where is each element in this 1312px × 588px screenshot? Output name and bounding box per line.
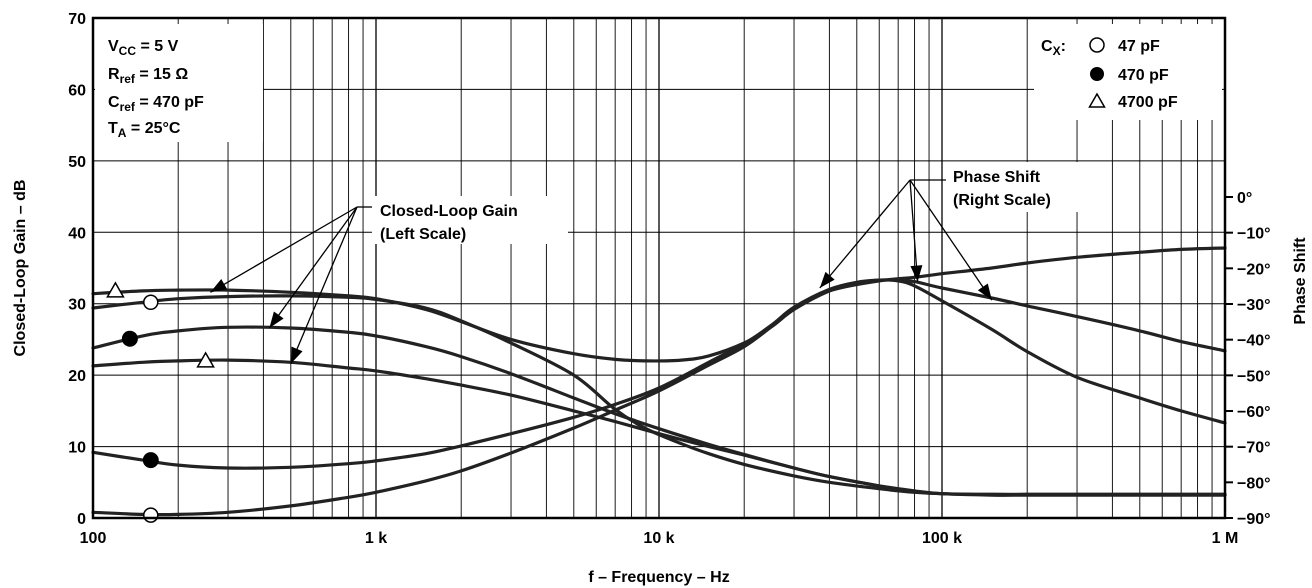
legend-title: CX:: [1041, 38, 1066, 58]
series-markers: [106, 281, 215, 523]
condition-ta: TA = 25°C: [108, 120, 181, 140]
phase-series-line-4700pf: [91, 278, 1227, 425]
legend: CX: 47 pF 470 pF 4700 pF: [1034, 24, 1222, 120]
callout-arrowhead: [910, 265, 923, 282]
open-circle-marker: [143, 507, 159, 523]
callout-arrowhead: [819, 271, 835, 288]
y-left-tick-label: 10: [68, 440, 86, 457]
y-left-tick-label: 20: [68, 368, 86, 385]
gain-annotation-line2: (Left Scale): [380, 226, 466, 243]
y-right-tick-label: −80°: [1237, 475, 1271, 492]
callout-arrowhead: [210, 279, 228, 293]
x-tick-label: 1 k: [365, 530, 387, 547]
open-circle-marker: [143, 294, 159, 311]
condition-vcc: VCC = 5 V: [108, 38, 179, 58]
x-axis-label: f – Frequency – Hz: [588, 569, 729, 586]
y-axis-label-right: Phase Shift: [1292, 237, 1309, 325]
callout-arrow-line: [290, 206, 358, 364]
open-triangle-marker: [196, 351, 215, 368]
legend-open-triangle-icon: [1088, 92, 1106, 108]
y-right-tick-label: 0°: [1237, 190, 1252, 207]
y-right-tick-label: −50°: [1237, 368, 1271, 385]
legend-label-470pf: 470 pF: [1118, 67, 1169, 84]
callout-arrowhead: [269, 311, 284, 328]
x-tick-label: 100: [80, 530, 107, 547]
conditions-box-frame: [95, 24, 263, 142]
x-tick-label: 1 M: [1212, 530, 1239, 547]
y-left-tick-label: 0: [77, 511, 86, 528]
conditions-box: VCC = 5 V Rref = 15 Ω Cref = 470 pF TA =…: [95, 24, 263, 142]
condition-rref: Rref = 15 Ω: [108, 66, 188, 86]
y-left-tick-label: 40: [68, 225, 86, 242]
y-axis-label-left: Closed-Loop Gain – dB: [12, 180, 29, 357]
y-left-tick-label: 50: [68, 154, 86, 171]
x-tick-label: 100 k: [922, 530, 962, 547]
callout-arrow-line: [268, 206, 358, 329]
legend-filled-circle-icon: [1090, 67, 1104, 81]
y-left-tick-label: 70: [68, 11, 86, 28]
phase-annotation-line2: (Right Scale): [953, 192, 1051, 209]
callout-arrow-line: [210, 206, 358, 293]
callout-arrow-line: [909, 179, 993, 301]
legend-label-4700pf: 4700 pF: [1118, 94, 1178, 111]
gain-annotation-line1: Closed-Loop Gain: [380, 203, 518, 220]
gain-series-line-47pf: [91, 294, 1227, 497]
y-right-tick-label: −60°: [1237, 404, 1271, 421]
gain-annotation-bg: [372, 196, 568, 244]
y-right-tick-label: −30°: [1237, 297, 1271, 314]
callout-arrowhead: [290, 346, 303, 364]
phase-annotation-line1: Phase Shift: [953, 169, 1041, 186]
callout-arrows: [210, 179, 993, 364]
y-left-tick-label: 30: [68, 297, 86, 314]
filled-circle-marker: [121, 330, 138, 347]
y-right-tick-label: −20°: [1237, 261, 1271, 278]
y-right-tick-label: −10°: [1237, 226, 1271, 243]
legend-label-47pf: 47 pF: [1118, 38, 1160, 55]
phase-annotation: Phase Shift (Right Scale): [946, 162, 1090, 212]
series-lines: [91, 246, 1227, 517]
callout-arrow-line: [819, 179, 911, 289]
condition-cref: Cref = 470 pF: [108, 94, 204, 114]
callout-arrowhead: [977, 283, 992, 301]
y-right-tick-label: −40°: [1237, 333, 1271, 350]
y-right-tick-label: −70°: [1237, 440, 1271, 457]
gain-annotation: Closed-Loop Gain (Left Scale): [372, 196, 568, 244]
callout-arrow-line: [909, 179, 919, 282]
filled-circle-marker: [142, 452, 159, 469]
legend-frame: [1034, 24, 1222, 120]
legend-open-circle-icon: [1089, 37, 1105, 53]
y-left-tick-label: 60: [68, 82, 86, 99]
phase-series-line-47pf: [91, 246, 1227, 517]
y-right-tick-label: −90°: [1237, 511, 1271, 528]
x-tick-label: 10 k: [643, 530, 674, 547]
axis-ticks: 100 1 k 10 k 100 k 1 M 0 10 20 30 40 50 60 70 0° −10° −…: [68, 11, 1270, 547]
open-triangle-marker: [106, 281, 125, 298]
phase-annotation-bg: [946, 162, 1090, 212]
